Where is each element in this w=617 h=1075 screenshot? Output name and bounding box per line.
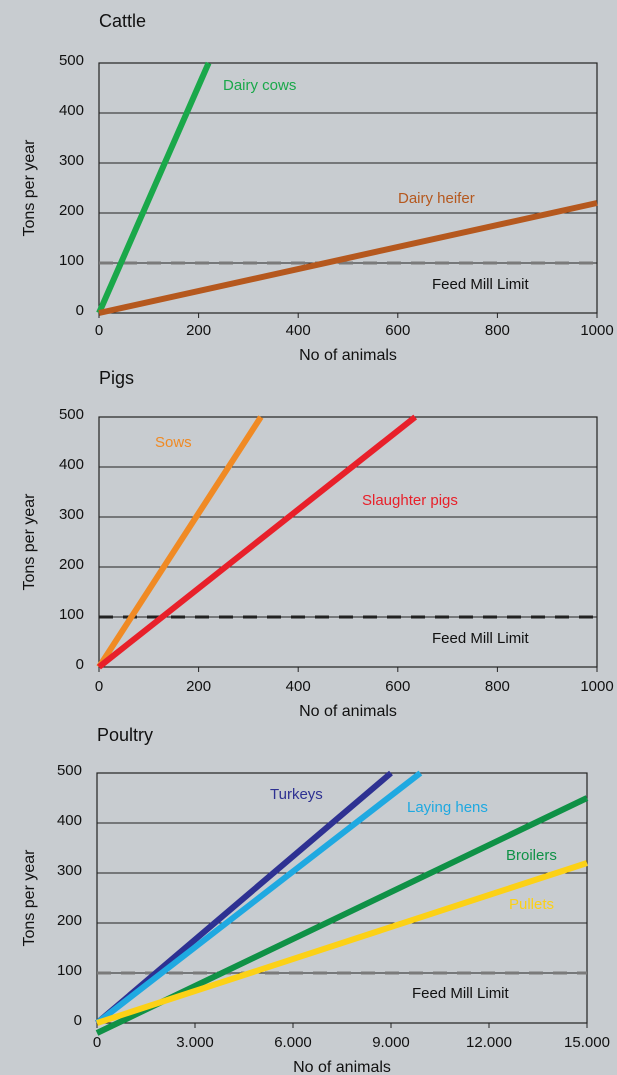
chart-title: Poultry: [97, 725, 153, 745]
feed-mill-limit-label: Feed Mill Limit: [432, 276, 530, 293]
y-tick-label: 400: [59, 456, 84, 473]
y-tick-label: 0: [76, 656, 84, 673]
plot-frame: [98, 416, 598, 668]
y-tick-label: 200: [57, 912, 82, 929]
x-axis-label: No of animals: [299, 347, 397, 364]
y-axis-label: Tons per year: [21, 139, 38, 237]
y-tick-label: 0: [76, 302, 84, 319]
series-line-sows: [96, 415, 264, 669]
x-tick-label: 400: [286, 678, 311, 695]
series-label-broilers: Broilers: [506, 847, 557, 864]
x-axis-label: No of animals: [299, 703, 397, 720]
x-tick-label: 0: [95, 678, 103, 695]
y-tick-label: 500: [59, 52, 84, 69]
chart-pigs: Pigs 0 100 200 300 400 500 0 200 400 600 800 1000 No …: [21, 368, 614, 720]
series-line-dairy-heifer: [98, 200, 598, 316]
x-tick-label: 0: [95, 322, 103, 339]
x-tick-label: 1000: [580, 678, 613, 695]
feed-mill-limit-label: Feed Mill Limit: [432, 630, 530, 647]
x-tick-label: 800: [485, 678, 510, 695]
feed-mill-limit-label: Feed Mill Limit: [412, 985, 510, 1002]
y-tick-label: 200: [59, 556, 84, 573]
x-tick-label: 0: [93, 1034, 101, 1051]
y-tick-label: 400: [57, 812, 82, 829]
series-label-dairy-cows: Dairy cows: [223, 77, 296, 94]
x-tick-label: 400: [286, 322, 311, 339]
x-tick-label: 800: [485, 322, 510, 339]
x-tick-label: 12.000: [466, 1034, 512, 1051]
y-tick-label: 100: [59, 606, 84, 623]
y-tick-label: 100: [57, 962, 82, 979]
y-tick-label: 200: [59, 202, 84, 219]
y-tick-label: 500: [59, 406, 84, 423]
y-tick-label: 400: [59, 102, 84, 119]
y-tick-label: 300: [59, 152, 84, 169]
x-tick-label: 3.000: [176, 1034, 214, 1051]
series-label-turkeys: Turkeys: [270, 786, 323, 803]
chart-title: Cattle: [99, 11, 146, 31]
series-label-slaughter-pigs: Slaughter pigs: [362, 492, 458, 509]
series-label-dairy-heifer: Dairy heifer: [398, 190, 475, 207]
chart-title: Pigs: [99, 368, 134, 388]
x-tick-label: 15.000: [564, 1034, 610, 1051]
plot-frame: [98, 62, 598, 314]
series-line-dairy-cows: [96, 61, 212, 315]
x-tick-label: 1000: [580, 322, 613, 339]
y-axis-label: Tons per year: [21, 849, 38, 947]
y-tick-label: 300: [59, 506, 84, 523]
series-line-laying-hens: [95, 770, 423, 1026]
plot-frame: [96, 772, 588, 1024]
x-tick-label: 6.000: [274, 1034, 312, 1051]
y-tick-label: 100: [59, 252, 84, 269]
x-tick-label: 9.000: [372, 1034, 410, 1051]
series-line-pullets: [96, 860, 588, 1026]
y-tick-label: 300: [57, 862, 82, 879]
series-line-slaughter-pigs: [97, 414, 418, 670]
y-tick-label: 0: [74, 1012, 82, 1029]
x-axis-label: No of animals: [293, 1059, 391, 1075]
x-tick-label: 200: [186, 678, 211, 695]
series-label-pullets: Pullets: [509, 896, 554, 913]
series-label-laying-hens: Laying hens: [407, 799, 488, 816]
x-tick-label: 600: [385, 322, 410, 339]
series-label-sows: Sows: [155, 434, 192, 451]
x-tick-label: 200: [186, 322, 211, 339]
x-tick-label: 600: [385, 678, 410, 695]
chart-poultry: Poultry 0 100 200 300 400 500 0 3.000 6.000 9.000 1…: [21, 725, 610, 1075]
y-tick-label: 500: [57, 762, 82, 779]
chart-cattle: Cattle 0 100 200 300 400 500 0 200 400 600 800 1000 N…: [21, 11, 614, 364]
y-axis-label: Tons per year: [21, 493, 38, 591]
